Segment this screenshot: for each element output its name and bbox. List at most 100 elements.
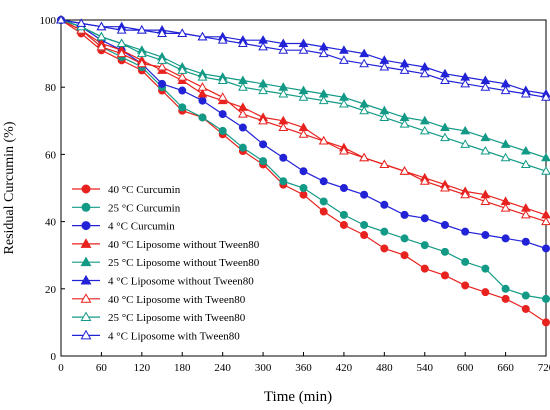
x-tick-label: 180 [174, 362, 191, 374]
legend-item: 25 °C Liposome without Tween80 [72, 256, 260, 269]
legend-item: 25 °C Curcumin [72, 202, 181, 214]
data-point [520, 159, 531, 168]
data-point [460, 78, 471, 88]
legend-label: 25 °C Liposome without Tween80 [108, 257, 260, 269]
data-point [521, 304, 530, 313]
data-point [500, 85, 511, 95]
data-point [218, 110, 227, 119]
legend-label: 4 °C Liposome with Tween80 [108, 330, 240, 342]
data-point [419, 115, 430, 125]
data-point [500, 139, 511, 148]
data-point [360, 231, 369, 240]
x-tick-label: 660 [497, 362, 514, 374]
data-point [278, 122, 289, 132]
data-point [157, 55, 167, 64]
data-point [440, 122, 450, 132]
data-point [420, 214, 429, 223]
data-point [96, 41, 107, 51]
legend-swatch-marker [80, 311, 92, 322]
data-point [177, 65, 188, 74]
data-point [279, 177, 288, 186]
data-point [440, 220, 449, 229]
x-tick-label: 360 [295, 362, 312, 374]
data-point [542, 318, 550, 327]
data-point [136, 25, 147, 34]
data-point [542, 294, 550, 303]
legend-item: 40 °C Liposome without Tween80 [72, 238, 260, 251]
legend-label: 40 °C Curcumin [108, 184, 181, 196]
data-point [318, 95, 329, 105]
data-point [238, 123, 247, 132]
data-point [197, 31, 208, 41]
legend-swatch-marker [80, 329, 92, 340]
data-point [116, 25, 127, 34]
legend-item: 40 °C Liposome with Tween80 [72, 293, 246, 306]
x-tick-label: 240 [214, 362, 231, 374]
data-point [460, 125, 471, 135]
series-6 [56, 14, 550, 226]
x-tick-label: 300 [255, 362, 272, 374]
data-point [56, 14, 66, 24]
legend: 40 °C Curcumin 25 °C Curcumin 4 °C Curcumi… [72, 184, 260, 342]
data-point [380, 244, 389, 253]
legend-item: 4 °C Liposome with Tween80 [72, 329, 240, 342]
data-point [116, 48, 127, 58]
data-point [318, 135, 329, 145]
data-point [542, 244, 550, 253]
data-point [380, 200, 389, 209]
legend-label: 4 °C Curcumin [108, 221, 175, 233]
data-point [480, 146, 491, 155]
data-point [359, 105, 370, 115]
data-point [299, 167, 308, 176]
legend-swatch-marker [81, 221, 91, 231]
data-point [541, 216, 550, 226]
data-point [177, 28, 188, 37]
y-tick-label: 80 [45, 82, 57, 94]
data-point [299, 190, 308, 199]
legend-label: 4 °C Liposome without Tween80 [108, 276, 254, 288]
series-7 [56, 14, 550, 175]
data-point [420, 264, 429, 273]
data-point [198, 96, 207, 105]
data-point [197, 72, 208, 81]
data-point [259, 157, 268, 166]
y-tick-label: 0 [51, 351, 57, 363]
data-point [379, 62, 390, 71]
data-point [541, 166, 550, 175]
data-point [379, 159, 390, 168]
data-point [440, 247, 449, 256]
y-tick-label: 60 [45, 149, 57, 161]
data-point [419, 125, 430, 135]
data-point [481, 231, 490, 240]
y-tick-label: 100 [40, 15, 57, 27]
legend-swatch-marker [80, 293, 92, 303]
x-tick-label: 720 [538, 362, 550, 374]
data-point [460, 189, 471, 199]
data-point [157, 28, 167, 37]
series-line [60, 19, 547, 95]
data-point [480, 196, 491, 205]
data-point [258, 115, 268, 125]
data-point [360, 220, 369, 229]
data-point [217, 35, 228, 44]
data-point [360, 190, 369, 199]
legend-item: 25 °C Liposome with Tween80 [72, 311, 246, 324]
data-point [237, 38, 248, 48]
data-point [218, 126, 227, 135]
data-point [481, 288, 490, 297]
data-point [480, 82, 491, 91]
data-point [541, 92, 550, 101]
x-tick-label: 60 [96, 362, 108, 374]
x-tick-label: 0 [58, 362, 64, 374]
y-tick-label: 40 [45, 217, 57, 229]
legend-swatch-marker [80, 274, 92, 285]
legend-item: 4 °C Liposome without Tween80 [72, 274, 254, 288]
data-point [339, 55, 349, 64]
data-point [500, 203, 511, 212]
data-point [461, 281, 470, 290]
data-point [501, 294, 510, 303]
data-point [298, 45, 309, 54]
data-point [339, 210, 348, 219]
data-point [399, 65, 410, 74]
